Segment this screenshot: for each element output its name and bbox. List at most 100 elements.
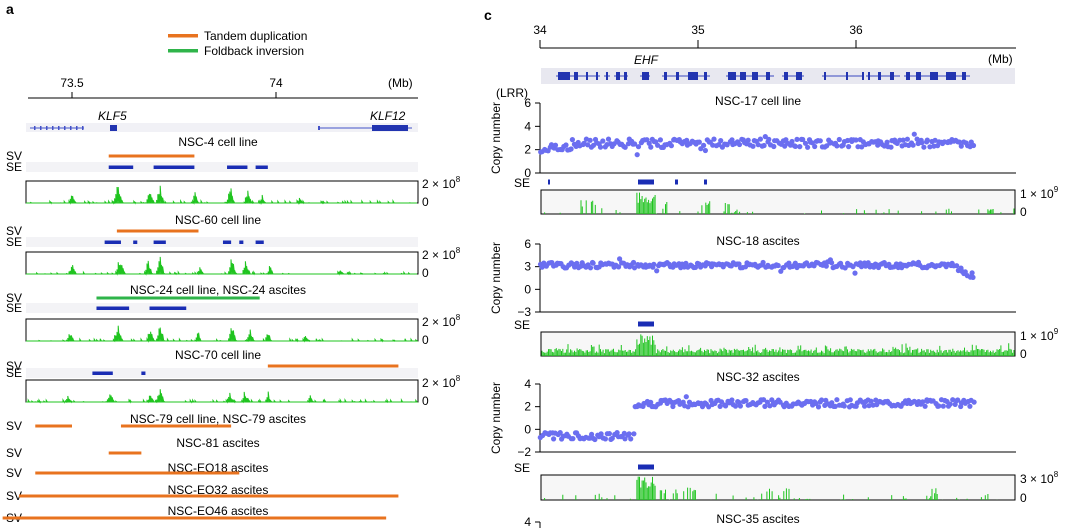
se-signal-frame [540, 474, 1016, 501]
cn-point [777, 399, 783, 405]
track-title: NSC-32 ascites [716, 370, 799, 384]
se-zero-label: 0 [422, 195, 429, 209]
cn-point [919, 140, 925, 146]
cn-point [729, 137, 735, 143]
cn-point [750, 143, 756, 149]
se-row-label: SE [6, 301, 22, 315]
exon [906, 72, 910, 80]
exon [916, 72, 921, 80]
cn-point [708, 397, 714, 404]
exon [372, 125, 408, 131]
cn-point [812, 143, 818, 150]
cn-point [836, 136, 842, 143]
cn-point [922, 403, 928, 409]
axis-unit-label: (Mb) [988, 52, 1013, 66]
y-tick-label: 0 [524, 422, 531, 436]
track-title: NSC-18 ascites [716, 234, 799, 248]
exon [740, 72, 746, 80]
exon [596, 72, 598, 80]
se-segment [255, 165, 268, 169]
cn-point [958, 143, 964, 149]
y-tick-label: 0 [524, 282, 531, 296]
cn-point [563, 142, 569, 148]
se-signal-frame [540, 189, 1016, 215]
cn-point [859, 144, 865, 150]
cn-point [794, 136, 800, 142]
se-segment [153, 165, 195, 169]
sv-segment [120, 424, 232, 428]
cn-point [648, 144, 654, 150]
se-segment [96, 306, 130, 310]
cn-point [557, 430, 563, 436]
cn-point [832, 403, 838, 409]
se-row-background [26, 237, 418, 247]
cn-point [589, 431, 595, 437]
sv-row-label: SV [6, 419, 22, 433]
cn-point [786, 260, 792, 266]
exon [76, 126, 78, 130]
y-axis-label: Copy number [489, 102, 503, 174]
exon [890, 72, 894, 80]
se-max-label: 1 × 109 [1020, 327, 1059, 343]
cn-point [815, 404, 822, 410]
cn-point [630, 259, 637, 266]
cn-point [805, 144, 811, 150]
cn-point [724, 142, 730, 148]
cn-point [868, 398, 874, 404]
cn-point [927, 144, 933, 150]
cn-point [732, 403, 739, 409]
se-signal [544, 476, 998, 500]
se-signal-track-frame [25, 180, 419, 204]
se-row-label: SE [514, 318, 530, 332]
exon [64, 126, 66, 130]
cn-point [956, 139, 963, 145]
gene-label: KLF12 [370, 109, 406, 123]
cn-point [829, 260, 835, 266]
exon [766, 72, 770, 80]
cn-point [800, 136, 806, 143]
se-segment [704, 179, 707, 185]
exon [82, 126, 84, 130]
se-max-label: 2 × 108 [422, 374, 461, 390]
axis-tick-label: 74 [269, 76, 283, 90]
cn-point [813, 400, 819, 406]
exon [796, 72, 802, 80]
cn-point [685, 404, 691, 410]
sv-row-label: SV [6, 291, 22, 305]
exon [616, 72, 620, 80]
se-zero-label: 0 [422, 333, 429, 347]
cn-point [574, 260, 580, 266]
cn-point [702, 147, 709, 154]
cn-point [701, 142, 707, 148]
y-tick-label: −3 [517, 305, 531, 319]
exon [962, 72, 966, 80]
cn-point [622, 144, 628, 150]
cn-point [855, 144, 861, 150]
exon [318, 126, 320, 130]
cn-point [969, 270, 975, 276]
cn-point [853, 137, 859, 143]
se-zero-label: 0 [1020, 491, 1027, 505]
cn-point [600, 138, 606, 144]
sv-row-label: SV [6, 489, 22, 503]
y-unit-label: (LRR) [496, 86, 528, 100]
cn-point [792, 260, 798, 266]
sample-title: NSC-24 cell line, NSC-24 ascites [130, 283, 306, 297]
cn-point [846, 144, 852, 150]
se-segment [222, 240, 232, 244]
se-signal [544, 192, 1015, 214]
y-axis-label: Copy number [489, 242, 503, 314]
se-segment [153, 240, 166, 244]
exon [784, 72, 788, 80]
cn-point [654, 268, 660, 274]
cn-point [900, 137, 906, 143]
se-max-label: 1 × 109 [1020, 185, 1059, 201]
se-segment [638, 321, 654, 327]
cn-point [568, 146, 574, 152]
axis-tick-label: 34 [533, 23, 547, 37]
cn-point [551, 436, 557, 442]
cn-point [955, 397, 961, 403]
cn-point [862, 403, 868, 409]
exon [566, 72, 570, 80]
y-tick-label: 4 [524, 515, 531, 528]
